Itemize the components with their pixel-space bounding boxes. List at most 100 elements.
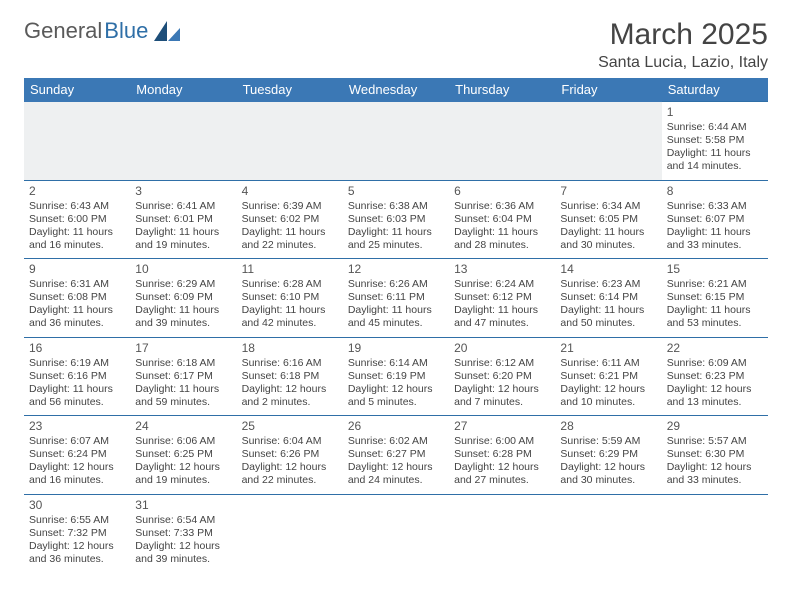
day-number: 11 [242,262,338,277]
month-title: March 2025 [598,18,768,52]
calendar-cell-empty [449,494,555,572]
brand-part2: Blue [104,18,148,44]
sunset-line: Sunset: 6:08 PM [29,291,125,304]
sunset-line: Sunset: 6:01 PM [135,213,231,226]
sunrise-line: Sunrise: 6:29 AM [135,278,231,291]
calendar-cell: 18Sunrise: 6:16 AMSunset: 6:18 PMDayligh… [237,337,343,416]
daylight-line: Daylight: 11 hours and 50 minutes. [560,304,656,330]
sunrise-line: Sunrise: 6:00 AM [454,435,550,448]
sunrise-line: Sunrise: 6:54 AM [135,514,231,527]
calendar-cell: 27Sunrise: 6:00 AMSunset: 6:28 PMDayligh… [449,416,555,495]
sunset-line: Sunset: 6:05 PM [560,213,656,226]
sunrise-line: Sunrise: 6:12 AM [454,357,550,370]
day-number: 25 [242,419,338,434]
calendar-cell: 4Sunrise: 6:39 AMSunset: 6:02 PMDaylight… [237,180,343,259]
weekday-header: Thursday [449,78,555,102]
daylight-line: Daylight: 11 hours and 19 minutes. [135,226,231,252]
calendar-cell: 13Sunrise: 6:24 AMSunset: 6:12 PMDayligh… [449,259,555,338]
day-number: 23 [29,419,125,434]
calendar-cell: 2Sunrise: 6:43 AMSunset: 6:00 PMDaylight… [24,180,130,259]
sunset-line: Sunset: 6:14 PM [560,291,656,304]
title-block: March 2025 Santa Lucia, Lazio, Italy [598,18,768,72]
daylight-line: Daylight: 11 hours and 56 minutes. [29,383,125,409]
sunset-line: Sunset: 6:26 PM [242,448,338,461]
day-number: 15 [667,262,763,277]
sunrise-line: Sunrise: 6:28 AM [242,278,338,291]
weekday-header: Tuesday [237,78,343,102]
daylight-line: Daylight: 12 hours and 2 minutes. [242,383,338,409]
calendar-cell-empty [449,102,555,181]
sunset-line: Sunset: 6:12 PM [454,291,550,304]
day-number: 19 [348,341,444,356]
daylight-line: Daylight: 11 hours and 36 minutes. [29,304,125,330]
daylight-line: Daylight: 11 hours and 33 minutes. [667,226,763,252]
calendar-cell: 8Sunrise: 6:33 AMSunset: 6:07 PMDaylight… [662,180,768,259]
sunrise-line: Sunrise: 6:11 AM [560,357,656,370]
calendar-header-row: SundayMondayTuesdayWednesdayThursdayFrid… [24,78,768,102]
calendar-cell: 3Sunrise: 6:41 AMSunset: 6:01 PMDaylight… [130,180,236,259]
calendar-row: 9Sunrise: 6:31 AMSunset: 6:08 PMDaylight… [24,259,768,338]
sunset-line: Sunset: 6:04 PM [454,213,550,226]
calendar-row: 30Sunrise: 6:55 AMSunset: 7:32 PMDayligh… [24,494,768,572]
daylight-line: Daylight: 12 hours and 30 minutes. [560,461,656,487]
calendar-cell: 21Sunrise: 6:11 AMSunset: 6:21 PMDayligh… [555,337,661,416]
sunset-line: Sunset: 6:10 PM [242,291,338,304]
calendar-cell: 16Sunrise: 6:19 AMSunset: 6:16 PMDayligh… [24,337,130,416]
calendar-cell: 25Sunrise: 6:04 AMSunset: 6:26 PMDayligh… [237,416,343,495]
day-number: 27 [454,419,550,434]
sunset-line: Sunset: 6:28 PM [454,448,550,461]
daylight-line: Daylight: 11 hours and 59 minutes. [135,383,231,409]
sunrise-line: Sunrise: 6:06 AM [135,435,231,448]
day-number: 18 [242,341,338,356]
sunrise-line: Sunrise: 6:43 AM [29,200,125,213]
day-number: 13 [454,262,550,277]
calendar-row: 1Sunrise: 6:44 AMSunset: 5:58 PMDaylight… [24,102,768,181]
daylight-line: Daylight: 11 hours and 14 minutes. [667,147,763,173]
calendar-cell: 20Sunrise: 6:12 AMSunset: 6:20 PMDayligh… [449,337,555,416]
daylight-line: Daylight: 11 hours and 28 minutes. [454,226,550,252]
sunrise-line: Sunrise: 6:14 AM [348,357,444,370]
daylight-line: Daylight: 11 hours and 45 minutes. [348,304,444,330]
day-number: 5 [348,184,444,199]
header: GeneralBlue March 2025 Santa Lucia, Lazi… [24,18,768,72]
sunrise-line: Sunrise: 6:07 AM [29,435,125,448]
weekday-header: Monday [130,78,236,102]
calendar-cell: 15Sunrise: 6:21 AMSunset: 6:15 PMDayligh… [662,259,768,338]
sunrise-line: Sunrise: 5:57 AM [667,435,763,448]
sunset-line: Sunset: 5:58 PM [667,134,763,147]
daylight-line: Daylight: 12 hours and 16 minutes. [29,461,125,487]
sunrise-line: Sunrise: 6:02 AM [348,435,444,448]
day-number: 31 [135,498,231,513]
daylight-line: Daylight: 12 hours and 13 minutes. [667,383,763,409]
day-number: 29 [667,419,763,434]
calendar-cell: 1Sunrise: 6:44 AMSunset: 5:58 PMDaylight… [662,102,768,181]
sunrise-line: Sunrise: 6:09 AM [667,357,763,370]
sunset-line: Sunset: 6:19 PM [348,370,444,383]
brand-part1: General [24,18,102,44]
sunset-line: Sunset: 7:33 PM [135,527,231,540]
daylight-line: Daylight: 11 hours and 22 minutes. [242,226,338,252]
day-number: 2 [29,184,125,199]
calendar-cell-empty [555,102,661,181]
day-number: 12 [348,262,444,277]
sunset-line: Sunset: 6:17 PM [135,370,231,383]
sunset-line: Sunset: 6:15 PM [667,291,763,304]
weekday-header: Saturday [662,78,768,102]
sunrise-line: Sunrise: 6:44 AM [667,121,763,134]
daylight-line: Daylight: 12 hours and 5 minutes. [348,383,444,409]
sunset-line: Sunset: 6:23 PM [667,370,763,383]
calendar-table: SundayMondayTuesdayWednesdayThursdayFrid… [24,78,768,572]
calendar-cell-empty [343,494,449,572]
sunrise-line: Sunrise: 6:24 AM [454,278,550,291]
calendar-cell: 24Sunrise: 6:06 AMSunset: 6:25 PMDayligh… [130,416,236,495]
day-number: 3 [135,184,231,199]
calendar-body: 1Sunrise: 6:44 AMSunset: 5:58 PMDaylight… [24,102,768,573]
day-number: 1 [667,105,763,120]
calendar-cell-empty [24,102,130,181]
day-number: 22 [667,341,763,356]
sunset-line: Sunset: 6:02 PM [242,213,338,226]
sunset-line: Sunset: 6:27 PM [348,448,444,461]
daylight-line: Daylight: 12 hours and 39 minutes. [135,540,231,566]
calendar-cell: 19Sunrise: 6:14 AMSunset: 6:19 PMDayligh… [343,337,449,416]
sunrise-line: Sunrise: 6:34 AM [560,200,656,213]
